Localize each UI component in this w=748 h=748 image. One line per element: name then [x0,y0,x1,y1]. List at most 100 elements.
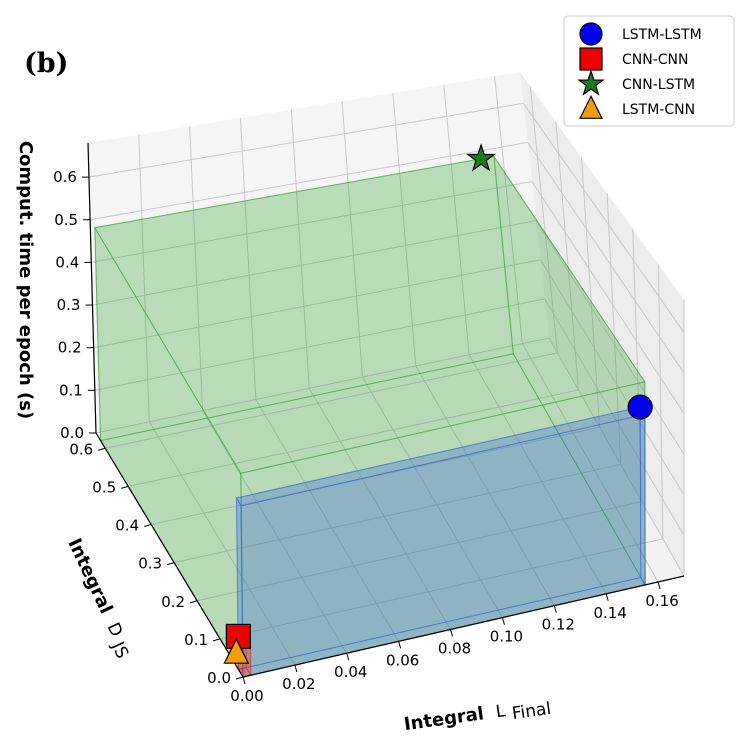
x-tick-label: 0.14 [593,604,626,622]
x-tick-label: 0.06 [386,651,419,669]
grid-z-back [94,298,545,391]
box-face-cnn-lstm [493,156,646,587]
x-tick-mark [501,617,505,625]
grid-x-back [189,126,204,411]
grid-x-back [392,92,417,366]
panel-label: (b) [24,48,68,79]
grid-x-floor [148,421,296,666]
z-tick-label: 0.1 [59,381,83,399]
box-face-cnn-lstm [94,155,646,474]
x-tick-mark [242,676,246,685]
y-tick-label: 0.2 [161,593,185,611]
x-tick-label: 0.10 [490,628,523,646]
data-points [223,143,653,664]
y-tick-mark [189,600,198,604]
box-face-cnn-lstm [94,155,514,442]
y-tick-mark [235,676,244,680]
x-tick-mark [398,641,402,649]
point-lstm-lstm [627,394,653,420]
y-tick-label: 0.0 [207,669,231,687]
legend-marker-cnn-lstm [577,69,605,96]
grid-y-side [529,86,558,353]
y-axis-line [95,432,244,678]
axis-panes [88,72,684,677]
grid-z-side [523,103,685,333]
y-tick-label: 0.5 [92,478,116,496]
x-axis-line [242,575,685,678]
legend: LSTM-LSTM CNN-CNN CNN-LSTM LSTM-CNN [563,15,735,127]
x-tick-label: 0.02 [282,675,315,693]
legend-marker-cnn-cnn [579,47,603,71]
grid-y-side [632,228,643,502]
floor-pane [96,338,684,677]
grid-x-floor [468,354,607,595]
y-tick-label: 0.4 [115,517,139,535]
z-tick-label: 0.0 [60,424,84,442]
grid-y-floor [105,352,558,449]
grid-z-back [95,337,550,434]
x-tick-label: 0.12 [542,616,575,634]
x-tick-label: 0.08 [438,639,471,657]
y-tick-label: 0.1 [184,631,208,649]
grid-x-back [494,76,523,344]
x-axis-title-subscript: Final [511,699,553,724]
grid-x-back [341,101,363,378]
z-tick-label: 0.6 [53,168,77,186]
grid-z-side [531,181,685,414]
grid-z-back [88,102,524,178]
back-pane [88,72,549,433]
legend-label: CNN-LSTM [622,77,695,93]
grid-x-floor [202,410,348,654]
x-tick-mark [553,605,557,613]
legend-label: CNN-CNN [622,52,689,68]
y-tick-mark [212,638,221,642]
y-axis-title-symbol: D [103,620,127,640]
tick-labels: 0.000.020.040.060.080.100.120.140.160.00… [53,168,679,705]
grid-x-floor [308,388,451,630]
grid-x-back [239,117,257,400]
grid-x-floor [415,365,555,606]
y-tick-label: 0.6 [69,440,93,458]
grid-y-side [555,121,580,391]
grid-z-side [548,337,685,577]
grid-z-back [92,220,537,306]
grid-y-side [581,157,601,428]
legend-marker-lstm-cnn [579,94,603,119]
x-axis-title: Integral L Final [403,694,553,739]
legend-frame [563,15,735,127]
grid-x-floor [362,376,503,618]
z-tick-label: 0.3 [57,296,81,314]
y-tick-mark [98,447,106,451]
z-tick-label: 0.2 [58,339,82,357]
grid-y-floor [151,426,600,525]
y-axis-title: Integral D JS [60,535,137,661]
legend-marker-lstm-lstm [579,22,603,46]
x-tick-mark [450,629,454,637]
z-tick-label: 0.4 [55,253,79,271]
range-boxes [94,155,646,679]
grid-y-floor [196,501,642,602]
legend-label: LSTM-CNN [622,102,695,118]
x-axis-title-word: Integral [403,703,486,735]
grid-x-floor [521,343,659,583]
grid-z-side [527,142,685,374]
point-lstm-cnn [223,637,250,664]
z-axis-title: Comput. time per epoch (s) [15,141,36,419]
y-tick-mark [166,562,175,566]
x-tick-label: 0.04 [334,663,367,681]
grid-x-back [290,109,310,389]
x-tick-label: 0.00 [230,687,263,705]
z-tick-label: 0.5 [54,211,78,229]
grid-y-floor [128,389,579,487]
grid-y-side [606,193,622,465]
y-tick-label: 0.3 [138,555,162,573]
x-axis-title-symbol: L [495,701,508,722]
grid-z-side [544,298,685,536]
grid-x-back [443,84,470,355]
grid-z-back [93,259,541,349]
grid-y-floor [219,538,664,640]
grid-z-side [535,220,685,455]
grid-z-side [540,259,685,496]
y-tick-mark [143,524,152,527]
grid-y-floor [173,463,621,564]
